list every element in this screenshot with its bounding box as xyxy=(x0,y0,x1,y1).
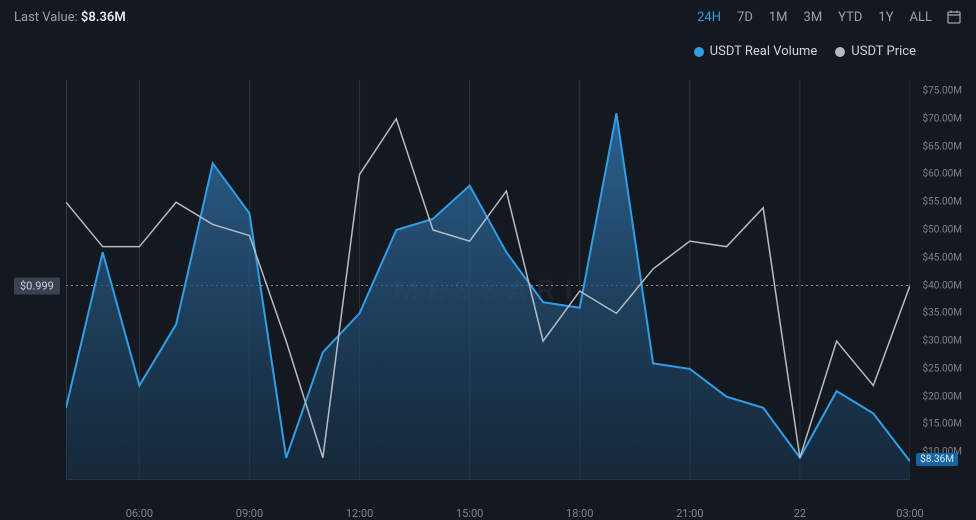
chart-svg xyxy=(66,80,910,480)
x-tick-label: 03:00 xyxy=(896,507,923,520)
y-right-axis-labels: $10.00M$15.00M$20.00M$25.00M$30.00M$35.0… xyxy=(910,80,962,500)
y-tick-label: $70.00M xyxy=(923,113,962,124)
x-tick-label: 09:00 xyxy=(236,507,263,520)
x-tick-label: 06:00 xyxy=(126,507,153,520)
last-value-badge: $8.36M xyxy=(916,453,958,466)
y-tick-label: $30.00M xyxy=(923,336,962,347)
y-tick-label: $75.00M xyxy=(923,86,962,97)
time-range-selector: 24H7D1M3MYTD1YALL xyxy=(689,9,962,25)
range-3m[interactable]: 3M xyxy=(796,8,831,27)
y-tick-label: $55.00M xyxy=(923,197,962,208)
calendar-icon[interactable] xyxy=(946,9,962,25)
range-all[interactable]: ALL xyxy=(902,8,940,27)
x-tick-label: 21:00 xyxy=(676,507,703,520)
legend-label-volume: USDT Real Volume xyxy=(710,44,818,59)
range-1y[interactable]: 1Y xyxy=(870,8,901,27)
range-1m[interactable]: 1M xyxy=(761,8,796,27)
legend-item-volume[interactable]: USDT Real Volume xyxy=(694,44,818,59)
legend-dot-volume xyxy=(694,47,704,57)
last-value-display: Last Value: $8.36M xyxy=(14,10,126,25)
x-tick-label: 22 xyxy=(794,507,806,520)
legend-label-price: USDT Price xyxy=(851,44,916,59)
y-tick-label: $45.00M xyxy=(923,252,962,263)
y-tick-label: $60.00M xyxy=(923,169,962,180)
y-tick-label: $25.00M xyxy=(923,363,962,374)
legend-item-price[interactable]: USDT Price xyxy=(835,44,916,59)
range-24h[interactable]: 24H xyxy=(689,8,729,27)
last-value-amount: $8.36M xyxy=(81,10,126,25)
y-tick-label: $40.00M xyxy=(923,280,962,291)
chart-legend: USDT Real Volume USDT Price xyxy=(0,34,976,63)
x-tick-label: 15:00 xyxy=(456,507,483,520)
last-value-label: Last Value: xyxy=(14,10,78,25)
y-tick-label: $65.00M xyxy=(923,141,962,152)
x-tick-label: 12:00 xyxy=(346,507,373,520)
y-tick-label: $20.00M xyxy=(923,391,962,402)
y-left-reference-label: $0.999 xyxy=(14,277,60,294)
y-tick-label: $35.00M xyxy=(923,308,962,319)
chart-header: Last Value: $8.36M 24H7D1M3MYTD1YALL xyxy=(0,0,976,34)
chart-area: MESSARI $0.999 $10.00M$15.00M$20.00M$25.… xyxy=(14,80,962,500)
legend-dot-price xyxy=(835,47,845,57)
y-tick-label: $50.00M xyxy=(923,225,962,236)
range-ytd[interactable]: YTD xyxy=(830,8,870,27)
y-tick-label: $15.00M xyxy=(923,419,962,430)
x-tick-label: 18:00 xyxy=(566,507,593,520)
range-7d[interactable]: 7D xyxy=(729,8,761,27)
